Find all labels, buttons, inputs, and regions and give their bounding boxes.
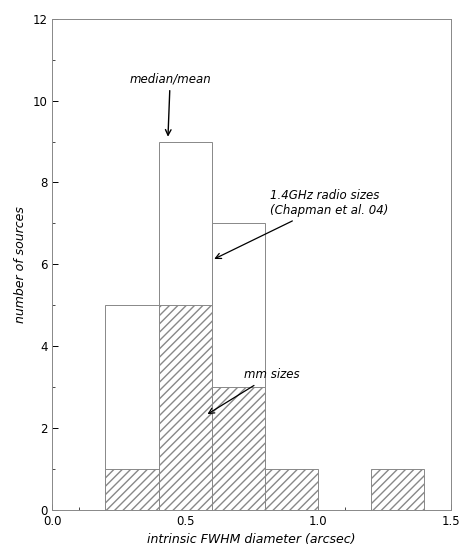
X-axis label: intrinsic FWHM diameter (arcsec): intrinsic FWHM diameter (arcsec) <box>147 533 356 546</box>
Bar <box>159 142 212 510</box>
Y-axis label: number of sources: number of sources <box>14 206 27 323</box>
Bar <box>105 469 159 510</box>
Bar <box>159 305 212 510</box>
Bar <box>212 223 265 510</box>
Bar <box>265 469 318 510</box>
Bar <box>212 387 265 510</box>
Bar <box>105 305 159 510</box>
Bar <box>371 469 424 510</box>
Text: 1.4GHz radio sizes
(Chapman et al. 04): 1.4GHz radio sizes (Chapman et al. 04) <box>216 189 389 258</box>
Text: median/mean: median/mean <box>129 72 211 135</box>
Text: mm sizes: mm sizes <box>209 368 299 413</box>
